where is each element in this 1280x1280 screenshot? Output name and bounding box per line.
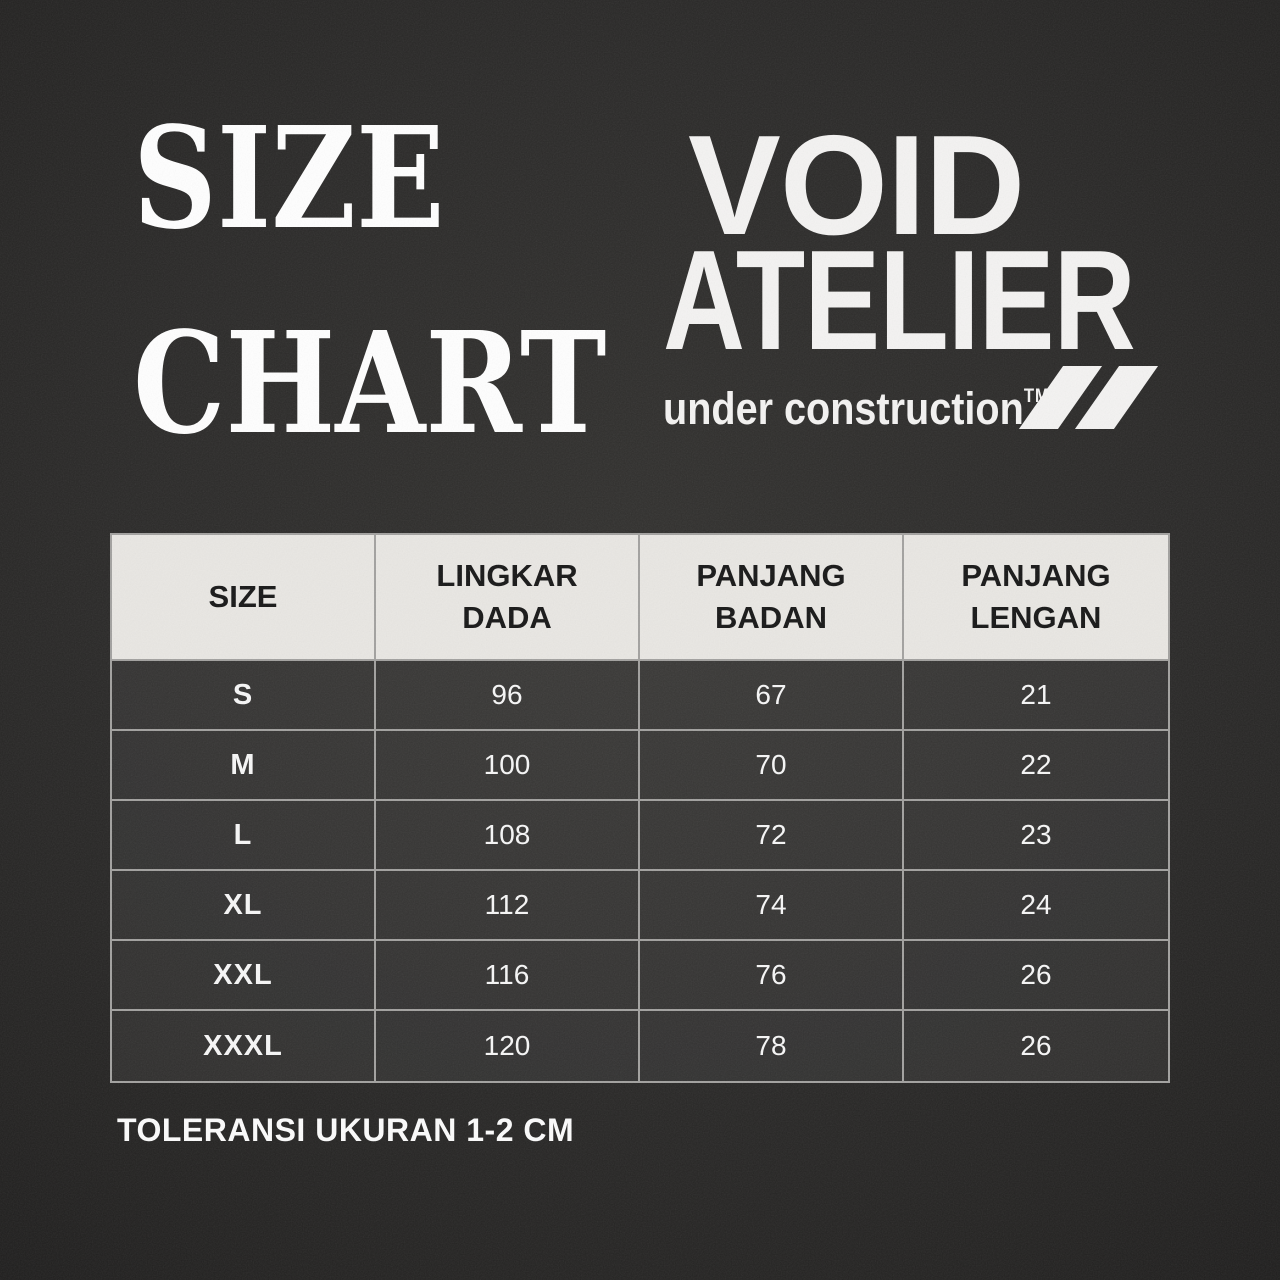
- page-title: SIZE CHART: [133, 77, 606, 487]
- table-cell: 26: [904, 1011, 1168, 1081]
- table-cell: 26: [904, 941, 1168, 1011]
- table-cell: 72: [640, 801, 904, 871]
- table-cell: 23: [904, 801, 1168, 871]
- table-cell: 67: [640, 661, 904, 731]
- table-cell: 120: [376, 1011, 640, 1081]
- column-header-size: SIZE: [112, 535, 376, 661]
- tolerance-note: TOLERANSI UKURAN 1-2 CM: [117, 1112, 575, 1148]
- table-cell: 96: [376, 661, 640, 731]
- table-cell-size-xxl: XXL: [112, 941, 376, 1011]
- double-slash-icon: [1018, 366, 1161, 429]
- size-table: SIZE LINGKAR DADA PANJANG BADAN PANJANG …: [110, 533, 1170, 1083]
- table-cell: 108: [376, 801, 640, 871]
- page-title-line1: SIZE: [133, 97, 445, 261]
- table-cell: 22: [904, 731, 1168, 801]
- page-title-line2: CHART: [133, 302, 607, 466]
- brand-name-line2: ATELIER: [663, 221, 1136, 380]
- table-cell: 116: [376, 941, 640, 1011]
- table-cell-size-xxxl: XXXL: [112, 1011, 376, 1081]
- column-header-panjang-lengan: PANJANG LENGAN: [904, 535, 1168, 661]
- brand-logo: VOID ATELIER under constructionTM: [663, 115, 1253, 434]
- table-cell-size-m: M: [112, 731, 376, 801]
- brand-tagline-text: under construction: [663, 383, 1024, 434]
- table-cell: 21: [904, 661, 1168, 731]
- column-header-lingkar-dada: LINGKAR DADA: [376, 535, 640, 661]
- table-cell: 112: [376, 871, 640, 941]
- table-cell: 24: [904, 871, 1168, 941]
- table-cell-size-xl: XL: [112, 871, 376, 941]
- table-cell: 78: [640, 1011, 904, 1081]
- table-cell: 100: [376, 731, 640, 801]
- table-cell-size-s: S: [112, 661, 376, 731]
- table-cell-size-l: L: [112, 801, 376, 871]
- table-cell: 74: [640, 871, 904, 941]
- table-cell: 70: [640, 731, 904, 801]
- column-header-panjang-badan: PANJANG BADAN: [640, 535, 904, 661]
- table-cell: 76: [640, 941, 904, 1011]
